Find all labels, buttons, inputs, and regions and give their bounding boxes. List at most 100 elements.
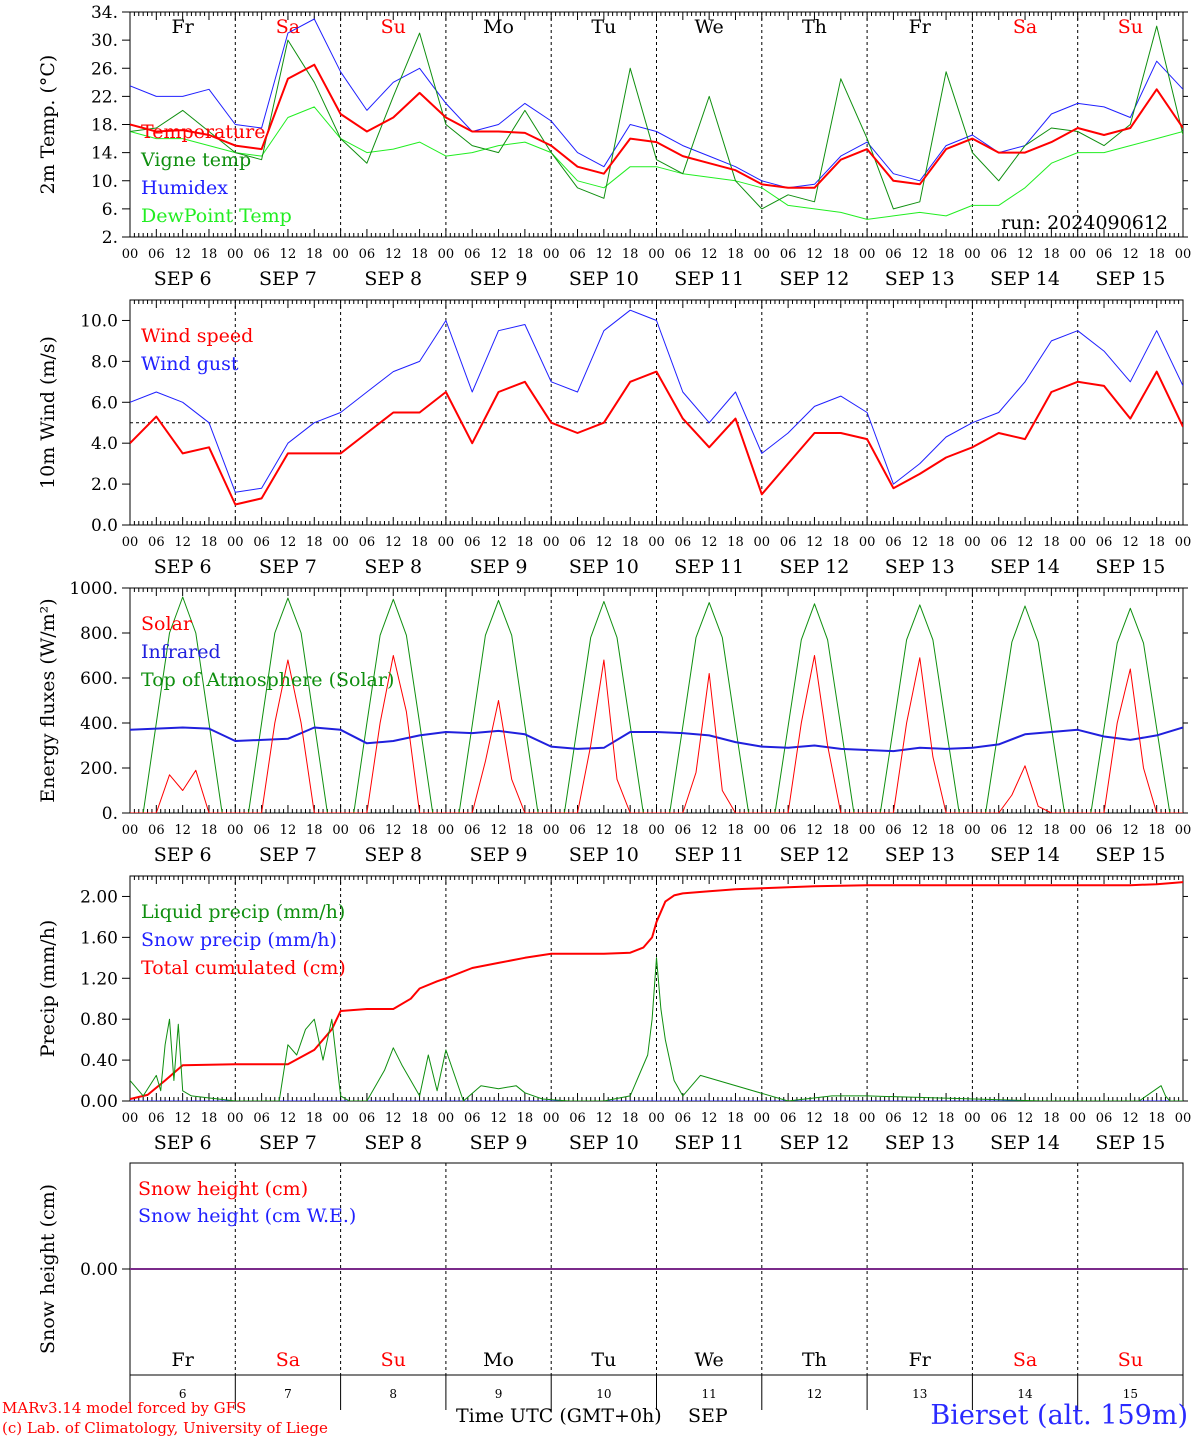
hour-tick-label: 18	[622, 823, 639, 838]
date-label: SEP 6	[154, 268, 212, 290]
hour-tick-label: 00	[332, 535, 349, 550]
y-tick-label: 8.0	[91, 352, 118, 372]
y-tick-label: 0.	[102, 804, 118, 824]
date-label: SEP 8	[364, 844, 422, 866]
date-label: SEP 7	[259, 268, 317, 290]
y-tick-label: 22.	[91, 87, 118, 107]
day-number: 8	[389, 1387, 397, 1401]
hour-tick-label: 06	[148, 823, 165, 838]
date-label: SEP 11	[674, 1132, 744, 1154]
y-tick-label: 1000.	[69, 579, 118, 599]
date-label: SEP 10	[569, 1132, 639, 1154]
hour-tick-label: 18	[411, 1111, 428, 1126]
y-axis-title: Energy fluxes (W/m²)	[37, 598, 59, 802]
y-tick-label: 1.20	[80, 969, 118, 989]
series-line-infrared	[130, 726, 1183, 753]
day-abbr-bottom: Sa	[276, 1349, 300, 1371]
hour-tick-label: 00	[438, 247, 455, 262]
hour-tick-label: 00	[122, 535, 139, 550]
hour-tick-label: 18	[201, 823, 218, 838]
hour-tick-label: 12	[490, 823, 507, 838]
y-tick-label: 6.0	[91, 393, 118, 413]
hour-tick-label: 18	[411, 823, 428, 838]
hour-tick-label: 00	[438, 1111, 455, 1126]
date-label: SEP 6	[154, 556, 212, 578]
hour-tick-label: 12	[1122, 535, 1139, 550]
legend-snow-height-cm: Snow height (cm)	[138, 1178, 308, 1200]
hour-tick-label: 12	[806, 247, 823, 262]
hour-tick-label: 18	[727, 247, 744, 262]
y-tick-label: 10.	[91, 172, 118, 192]
hour-tick-label: 06	[675, 1111, 692, 1126]
hour-tick-label: 18	[622, 247, 639, 262]
hour-tick-label: 12	[280, 1111, 297, 1126]
hour-tick-label: 12	[1017, 1111, 1034, 1126]
date-label: SEP 13	[885, 1132, 955, 1154]
hour-tick-label: 18	[517, 247, 534, 262]
hour-tick-label: 12	[596, 247, 613, 262]
hour-tick-label: 00	[332, 1111, 349, 1126]
day-abbr-top: Fr	[172, 16, 195, 38]
hour-tick-label: 06	[148, 1111, 165, 1126]
day-abbr-top: Tu	[591, 16, 616, 38]
hour-tick-label: 12	[385, 1111, 402, 1126]
hour-tick-label: 00	[227, 1111, 244, 1126]
hour-tick-label: 18	[201, 1111, 218, 1126]
hour-tick-label: 06	[990, 1111, 1007, 1126]
y-tick-label: 2.0	[91, 475, 118, 495]
y-tick-label: 2.00	[80, 887, 118, 907]
y-tick-label: 26.	[91, 59, 118, 79]
panel-flux: 00 06 12 18 00 06 12 18 00 06 12 18 00 06 12 18 00 06 12 18…	[37, 579, 1191, 866]
hour-tick-label: 00	[227, 823, 244, 838]
date-label: SEP 6	[154, 844, 212, 866]
hour-tick-label: 12	[385, 823, 402, 838]
series-line-temperature	[130, 63, 1183, 189]
hour-tick-label: 00	[754, 535, 771, 550]
hour-tick-label: 18	[938, 823, 955, 838]
hour-tick-label: 06	[675, 535, 692, 550]
day-number: 9	[495, 1387, 503, 1401]
hour-tick-label: 00	[1175, 1111, 1192, 1126]
hour-tick-label: 00	[964, 535, 981, 550]
legend-snow-precip-mm-h: Snow precip (mm/h)	[141, 929, 337, 951]
legend-top-of-atmosphere-solar: Top of Atmosphere (Solar)	[141, 669, 394, 691]
hour-tick-label: 18	[833, 1111, 850, 1126]
hour-tick-label: 06	[990, 823, 1007, 838]
series-line-humidex	[130, 18, 1183, 189]
day-abbr-top: Th	[802, 16, 827, 38]
hour-tick-label: 00	[648, 247, 665, 262]
hour-tick-label: 00	[438, 535, 455, 550]
hour-tick-label: 18	[517, 1111, 534, 1126]
day-number: 13	[912, 1387, 927, 1401]
hour-tick-label: 00	[1175, 823, 1192, 838]
day-abbr-top: Mo	[483, 16, 514, 38]
date-label: SEP 12	[780, 1132, 850, 1154]
y-tick-label: 1.60	[80, 928, 118, 948]
hour-tick-label: 00	[1069, 247, 1086, 262]
hour-tick-label: 12	[1017, 535, 1034, 550]
hour-tick-label: 06	[990, 535, 1007, 550]
date-label: SEP 8	[364, 556, 422, 578]
hour-tick-label: 06	[359, 247, 376, 262]
hour-tick-label: 12	[911, 1111, 928, 1126]
day-abbr-top: Sa	[276, 16, 300, 38]
hour-tick-label: 12	[490, 1111, 507, 1126]
hour-tick-label: 18	[201, 535, 218, 550]
hour-tick-label: 06	[464, 823, 481, 838]
day-abbr-top: We	[695, 16, 724, 38]
date-label: SEP 8	[364, 268, 422, 290]
hour-tick-label: 00	[543, 1111, 560, 1126]
hour-tick-label: 06	[359, 535, 376, 550]
date-label: SEP 13	[885, 268, 955, 290]
date-label: SEP 7	[259, 1132, 317, 1154]
date-label: SEP 12	[780, 268, 850, 290]
date-label: SEP 13	[885, 844, 955, 866]
hour-tick-label: 00	[1069, 535, 1086, 550]
hour-tick-label: 12	[1122, 247, 1139, 262]
day-abbr-bottom: Tu	[591, 1349, 616, 1371]
hour-tick-label: 06	[148, 247, 165, 262]
hour-tick-label: 12	[280, 823, 297, 838]
hour-tick-label: 00	[648, 1111, 665, 1126]
hour-tick-label: 18	[1148, 823, 1165, 838]
